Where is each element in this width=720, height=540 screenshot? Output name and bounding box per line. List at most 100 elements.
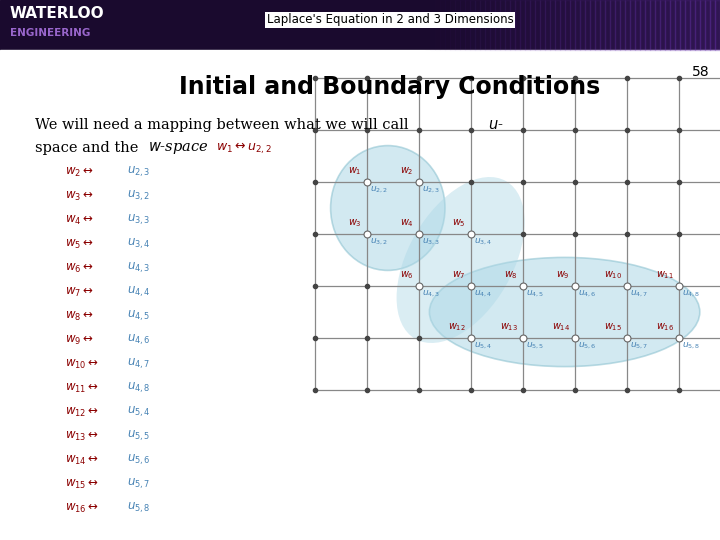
Bar — [690, 0, 695, 50]
Bar — [660, 0, 665, 50]
Text: $w_{1}$: $w_{1}$ — [348, 165, 362, 177]
Text: $u_{4,7}$: $u_{4,7}$ — [127, 357, 150, 371]
Text: $w_{2}$: $w_{2}$ — [400, 165, 414, 177]
Bar — [0, 68, 720, 69]
Text: Initial and Boundary Conditions: Initial and Boundary Conditions — [179, 75, 600, 99]
Bar — [590, 0, 595, 50]
Bar — [490, 0, 495, 50]
Text: $w_{14}$: $w_{14}$ — [552, 321, 570, 333]
Bar — [560, 0, 565, 50]
Bar — [485, 0, 490, 50]
Text: $u_{4,3}$: $u_{4,3}$ — [422, 289, 441, 299]
Text: $u_{3,2}$: $u_{3,2}$ — [370, 237, 388, 247]
Bar — [655, 0, 660, 50]
Bar — [520, 0, 525, 50]
Text: $w_{10} \leftrightarrow$: $w_{10} \leftrightarrow$ — [65, 357, 99, 370]
Bar — [430, 0, 435, 50]
Bar — [420, 0, 425, 50]
Bar — [0, 56, 720, 57]
Text: $w_{12}$: $w_{12}$ — [448, 321, 466, 333]
Bar — [575, 0, 580, 50]
Text: $u_{4,8}$: $u_{4,8}$ — [682, 289, 701, 299]
Bar — [0, 55, 720, 56]
Text: $u_{2,3}$: $u_{2,3}$ — [127, 165, 150, 179]
Text: $w_{13}$: $w_{13}$ — [500, 321, 518, 333]
Text: $u_{5,5}$: $u_{5,5}$ — [526, 341, 544, 351]
Text: $w_{4} \leftrightarrow$: $w_{4} \leftrightarrow$ — [65, 213, 94, 227]
Text: $u_{5,4}$: $u_{5,4}$ — [474, 341, 492, 351]
Bar — [0, 0, 720, 50]
Text: $u_{3,4}$: $u_{3,4}$ — [474, 237, 492, 247]
Text: $w_{2} \leftrightarrow$: $w_{2} \leftrightarrow$ — [65, 165, 94, 179]
Text: $w_{12} \leftrightarrow$: $w_{12} \leftrightarrow$ — [65, 406, 99, 419]
Text: $w_{8}$: $w_{8}$ — [504, 269, 518, 281]
Text: space and the: space and the — [35, 141, 143, 155]
Bar — [0, 57, 720, 59]
Text: $u_{3,4}$: $u_{3,4}$ — [127, 237, 150, 251]
Bar — [0, 60, 720, 62]
Bar — [0, 62, 720, 63]
Text: $u_{4,4}$: $u_{4,4}$ — [127, 285, 150, 299]
Bar — [545, 0, 550, 50]
Text: $w_{6} \leftrightarrow$: $w_{6} \leftrightarrow$ — [65, 261, 94, 274]
Bar — [620, 0, 625, 50]
Text: $w_{10}$: $w_{10}$ — [604, 269, 622, 281]
Text: $w_{9}$: $w_{9}$ — [557, 269, 570, 281]
Bar — [645, 0, 650, 50]
Bar — [470, 0, 475, 50]
Bar — [705, 0, 710, 50]
Bar — [715, 0, 720, 50]
Text: $w_{3} \leftrightarrow$: $w_{3} \leftrightarrow$ — [65, 190, 94, 202]
Text: $u_{5,8}$: $u_{5,8}$ — [127, 501, 150, 515]
Bar — [595, 0, 600, 50]
Text: $w_{16} \leftrightarrow$: $w_{16} \leftrightarrow$ — [65, 502, 99, 515]
Text: $u_{2,3}$: $u_{2,3}$ — [422, 185, 441, 195]
Bar — [530, 0, 535, 50]
Bar — [510, 0, 515, 50]
Text: 58: 58 — [693, 65, 710, 79]
Bar — [535, 0, 540, 50]
Bar — [0, 58, 720, 60]
Bar — [450, 0, 455, 50]
Bar — [695, 0, 700, 50]
Bar — [680, 0, 685, 50]
Bar — [435, 0, 440, 50]
Bar — [610, 0, 615, 50]
Text: $w_{8} \leftrightarrow$: $w_{8} \leftrightarrow$ — [65, 309, 94, 322]
Text: $w_{3}$: $w_{3}$ — [348, 217, 362, 229]
Bar — [670, 0, 675, 50]
Text: $u_{5,7}$: $u_{5,7}$ — [630, 341, 649, 351]
Bar — [0, 65, 720, 67]
Text: $u_{4,3}$: $u_{4,3}$ — [127, 261, 150, 275]
Ellipse shape — [429, 258, 700, 367]
Bar — [550, 0, 555, 50]
Text: $u_{5,7}$: $u_{5,7}$ — [127, 477, 150, 491]
Bar — [455, 0, 460, 50]
Text: $w_{11}$: $w_{11}$ — [656, 269, 674, 281]
Text: $u_{2,2}$: $u_{2,2}$ — [370, 185, 388, 195]
Text: Laplace's Equation in 2 and 3 Dimensions: Laplace's Equation in 2 and 3 Dimensions — [266, 14, 513, 26]
Bar — [600, 0, 605, 50]
Bar — [615, 0, 620, 50]
Text: $w$-space: $w$-space — [148, 140, 209, 156]
Bar — [630, 0, 635, 50]
Text: $w_{14} \leftrightarrow$: $w_{14} \leftrightarrow$ — [65, 454, 99, 467]
Bar — [475, 0, 480, 50]
Text: $u_{4,5}$: $u_{4,5}$ — [526, 289, 544, 299]
Text: $u_{4,7}$: $u_{4,7}$ — [630, 289, 649, 299]
Text: $u_{4,6}$: $u_{4,6}$ — [578, 289, 597, 299]
Bar — [0, 64, 720, 65]
Bar — [0, 51, 720, 52]
Bar — [0, 69, 720, 70]
Text: $w_{15} \leftrightarrow$: $w_{15} \leftrightarrow$ — [65, 477, 99, 490]
Bar — [0, 57, 720, 58]
Ellipse shape — [330, 146, 445, 271]
Text: $u_{5,5}$: $u_{5,5}$ — [127, 429, 150, 443]
Bar — [685, 0, 690, 50]
Text: $u_{5,6}$: $u_{5,6}$ — [578, 341, 597, 351]
Text: WATERLOO: WATERLOO — [10, 5, 104, 21]
Bar — [565, 0, 570, 50]
Text: $w_{5} \leftrightarrow$: $w_{5} \leftrightarrow$ — [65, 238, 94, 251]
Bar — [640, 0, 645, 50]
Text: We will need a mapping between what we will call: We will need a mapping between what we w… — [35, 118, 413, 132]
